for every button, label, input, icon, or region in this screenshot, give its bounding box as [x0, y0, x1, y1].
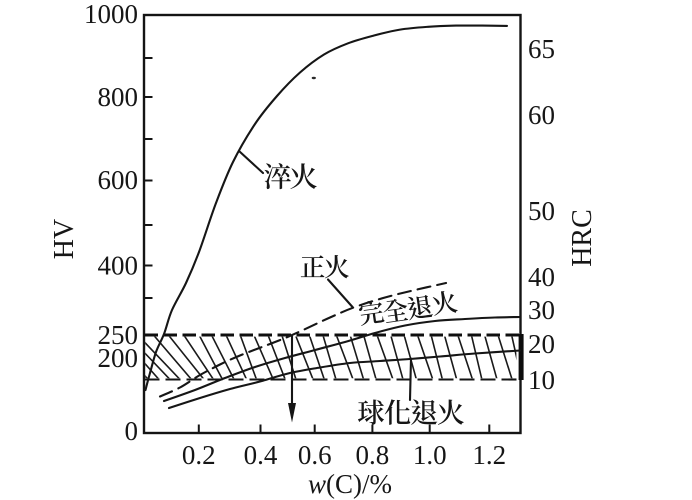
svg-text:10: 10 [528, 365, 555, 395]
svg-text:0.8: 0.8 [356, 440, 390, 470]
svg-text:1000: 1000 [84, 0, 138, 29]
svg-text:0: 0 [125, 416, 139, 446]
svg-text:60: 60 [528, 100, 555, 130]
svg-text:HRC: HRC [567, 209, 598, 267]
svg-text:1.2: 1.2 [472, 440, 506, 470]
svg-text:0.6: 0.6 [298, 440, 332, 470]
svg-text:40: 40 [528, 262, 555, 292]
svg-text:30: 30 [528, 295, 555, 325]
svg-text:50: 50 [528, 196, 555, 226]
svg-text:20: 20 [528, 329, 555, 359]
svg-text:0.2: 0.2 [182, 440, 216, 470]
svg-text:800: 800 [98, 82, 139, 112]
svg-text:600: 600 [98, 165, 139, 195]
svg-text:0.4: 0.4 [244, 440, 278, 470]
svg-text:65: 65 [528, 34, 555, 64]
svg-text:400: 400 [98, 251, 139, 281]
svg-text:250: 250 [98, 320, 139, 350]
svg-text:1.0: 1.0 [413, 440, 447, 470]
svg-text:HV: HV [49, 219, 80, 259]
svg-text:w(C)/%: w(C)/% [308, 469, 392, 499]
svg-text:200: 200 [98, 343, 139, 373]
